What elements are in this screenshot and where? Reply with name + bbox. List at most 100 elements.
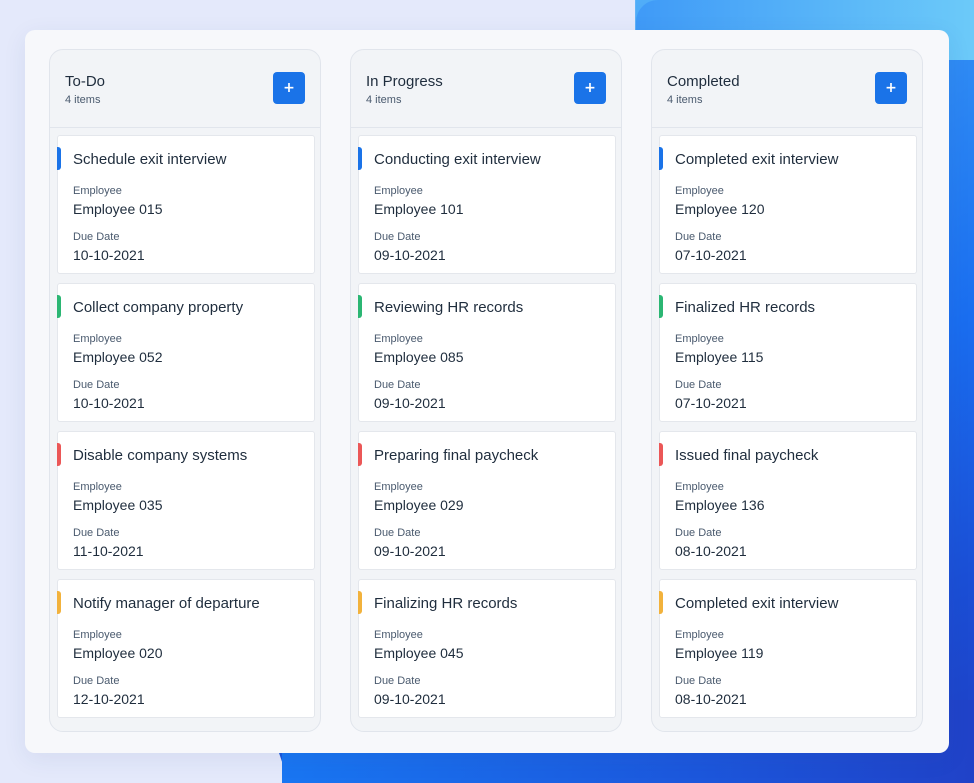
column-item-count: 4 items <box>366 94 402 106</box>
card-title: Completed exit interview <box>675 595 839 612</box>
employee-value: Employee 085 <box>374 349 464 365</box>
employee-value: Employee 115 <box>675 349 764 365</box>
card-title: Reviewing HR records <box>374 299 524 316</box>
card-priority-stripe <box>57 591 61 614</box>
employee-value: Employee 020 <box>73 645 163 661</box>
employee-label: Employee <box>675 333 724 345</box>
task-card[interactable]: Completed exit interview Employee Employ… <box>659 579 917 718</box>
due-date-label: Due Date <box>675 231 722 243</box>
card-priority-stripe <box>358 443 362 466</box>
card-list: Conducting exit interview Employee Emplo… <box>358 135 616 727</box>
column-item-count: 4 items <box>65 94 101 106</box>
due-date-label: Due Date <box>374 527 421 539</box>
due-date-value: 10-10-2021 <box>73 247 145 263</box>
card-priority-stripe <box>57 147 61 170</box>
task-card[interactable]: Reviewing HR records Employee Employee 0… <box>358 283 616 422</box>
employee-label: Employee <box>675 629 724 641</box>
column-title: In Progress <box>366 73 443 90</box>
card-title: Finalized HR records <box>675 299 816 316</box>
employee-label: Employee <box>374 185 423 197</box>
employee-label: Employee <box>675 185 724 197</box>
due-date-value: 09-10-2021 <box>374 247 446 263</box>
task-card[interactable]: Finalizing HR records Employee Employee … <box>358 579 616 718</box>
column-in-progress: In Progress 4 items + Conducting exit in… <box>350 49 622 732</box>
task-card[interactable]: Notify manager of departure Employee Emp… <box>57 579 315 718</box>
card-title: Preparing final paycheck <box>374 447 539 464</box>
employee-label: Employee <box>73 481 122 493</box>
kanban-board: To-Do 4 items + Schedule exit interview … <box>25 30 949 753</box>
employee-label: Employee <box>675 481 724 493</box>
employee-value: Employee 035 <box>73 497 163 513</box>
task-card[interactable]: Collect company property Employee Employ… <box>57 283 315 422</box>
card-title: Schedule exit interview <box>73 151 227 168</box>
due-date-label: Due Date <box>73 675 120 687</box>
due-date-label: Due Date <box>73 379 120 391</box>
task-card[interactable]: Conducting exit interview Employee Emplo… <box>358 135 616 274</box>
card-priority-stripe <box>659 443 663 466</box>
employee-value: Employee 029 <box>374 497 464 513</box>
due-date-value: 07-10-2021 <box>675 247 747 263</box>
employee-value: Employee 136 <box>675 497 765 513</box>
card-priority-stripe <box>57 443 61 466</box>
card-priority-stripe <box>659 147 663 170</box>
employee-value: Employee 120 <box>675 201 765 217</box>
due-date-label: Due Date <box>675 675 722 687</box>
card-priority-stripe <box>358 295 362 318</box>
due-date-value: 12-10-2021 <box>73 691 145 707</box>
task-card[interactable]: Finalized HR records Employee Employee 1… <box>659 283 917 422</box>
due-date-label: Due Date <box>73 231 120 243</box>
column-header: In Progress 4 items + <box>351 50 621 128</box>
due-date-value: 11-10-2021 <box>73 543 144 559</box>
card-priority-stripe <box>57 295 61 318</box>
column-header: To-Do 4 items + <box>50 50 320 128</box>
card-title: Finalizing HR records <box>374 595 518 612</box>
task-card[interactable]: Issued final paycheck Employee Employee … <box>659 431 917 570</box>
card-title: Completed exit interview <box>675 151 839 168</box>
due-date-label: Due Date <box>374 675 421 687</box>
employee-value: Employee 052 <box>73 349 163 365</box>
due-date-label: Due Date <box>374 379 421 391</box>
task-card[interactable]: Preparing final paycheck Employee Employ… <box>358 431 616 570</box>
card-priority-stripe <box>358 591 362 614</box>
column-todo: To-Do 4 items + Schedule exit interview … <box>49 49 321 732</box>
due-date-label: Due Date <box>675 527 722 539</box>
due-date-value: 09-10-2021 <box>374 691 446 707</box>
employee-label: Employee <box>73 629 122 641</box>
due-date-label: Due Date <box>675 379 722 391</box>
card-title: Notify manager of departure <box>73 595 260 612</box>
card-list: Schedule exit interview Employee Employe… <box>57 135 315 727</box>
card-title: Issued final paycheck <box>675 447 819 464</box>
employee-label: Employee <box>374 481 423 493</box>
card-list: Completed exit interview Employee Employ… <box>659 135 917 727</box>
due-date-value: 08-10-2021 <box>675 543 747 559</box>
column-title: To-Do <box>65 73 106 90</box>
due-date-label: Due Date <box>374 231 421 243</box>
employee-label: Employee <box>374 333 423 345</box>
task-card[interactable]: Completed exit interview Employee Employ… <box>659 135 917 274</box>
due-date-value: 07-10-2021 <box>675 395 747 411</box>
column-title: Completed <box>667 73 740 90</box>
card-priority-stripe <box>659 591 663 614</box>
due-date-value: 09-10-2021 <box>374 395 446 411</box>
card-title: Disable company systems <box>73 447 248 464</box>
task-card[interactable]: Disable company systems Employee Employe… <box>57 431 315 570</box>
employee-value: Employee 045 <box>374 645 464 661</box>
due-date-value: 09-10-2021 <box>374 543 446 559</box>
add-card-button[interactable]: + <box>273 72 305 104</box>
card-priority-stripe <box>358 147 362 170</box>
employee-value: Employee 101 <box>374 201 464 217</box>
employee-value: Employee 119 <box>675 645 764 661</box>
column-header: Completed 4 items + <box>652 50 922 128</box>
due-date-label: Due Date <box>73 527 120 539</box>
column-item-count: 4 items <box>667 94 703 106</box>
card-title: Collect company property <box>73 299 244 316</box>
employee-label: Employee <box>374 629 423 641</box>
due-date-value: 08-10-2021 <box>675 691 747 707</box>
task-card[interactable]: Schedule exit interview Employee Employe… <box>57 135 315 274</box>
card-priority-stripe <box>659 295 663 318</box>
employee-label: Employee <box>73 185 122 197</box>
due-date-value: 10-10-2021 <box>73 395 145 411</box>
add-card-button[interactable]: + <box>875 72 907 104</box>
add-card-button[interactable]: + <box>574 72 606 104</box>
column-completed: Completed 4 items + Completed exit inter… <box>651 49 923 732</box>
